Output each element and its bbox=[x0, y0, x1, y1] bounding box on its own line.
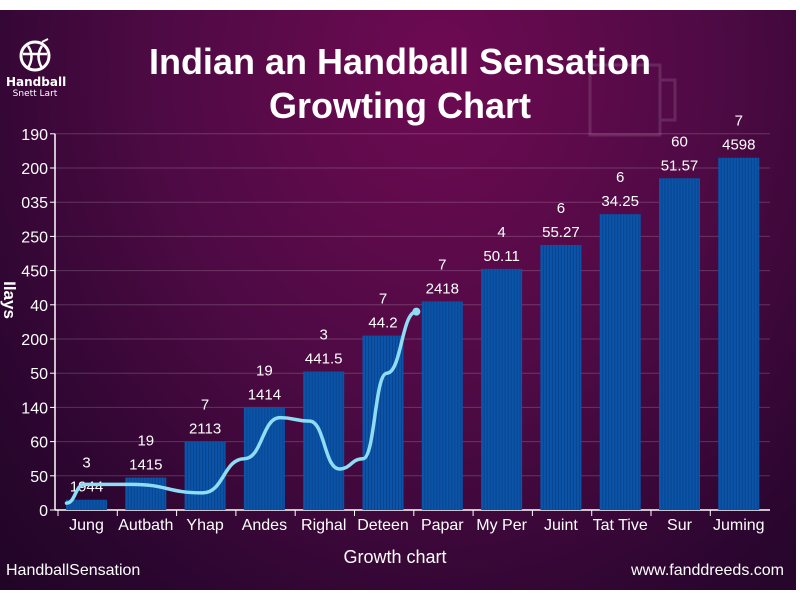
bar bbox=[481, 268, 523, 510]
top-label: 19 bbox=[256, 362, 273, 379]
y-tick-label: 250 bbox=[21, 229, 48, 246]
top-label: 6 bbox=[616, 169, 624, 186]
x-tick-label: Yhap bbox=[186, 517, 223, 534]
footer-url: www.fanddreeds.com bbox=[631, 562, 784, 579]
top-label: 60 bbox=[671, 133, 688, 150]
x-tick-label: Papar bbox=[421, 517, 464, 534]
bar bbox=[718, 157, 760, 511]
data-label: 441.5 bbox=[305, 350, 343, 367]
x-tick-label: Righal bbox=[301, 517, 346, 534]
data-label: 2113 bbox=[189, 421, 221, 438]
x-tick-label: Autbath bbox=[118, 517, 173, 534]
bar bbox=[66, 499, 107, 510]
x-tick-label: Sur bbox=[667, 517, 693, 534]
y-tick-label: 50 bbox=[30, 366, 48, 383]
x-tick-label: Deteen bbox=[357, 517, 409, 534]
bar bbox=[421, 301, 463, 510]
y-tick-label: 0 bbox=[39, 503, 48, 520]
y-tick-label: 40 bbox=[30, 298, 48, 315]
logo-line1: Handball bbox=[6, 75, 67, 89]
bar bbox=[184, 441, 226, 510]
data-label: 50.11 bbox=[483, 248, 519, 265]
data-label: 1414 bbox=[248, 386, 281, 403]
data-label: 51.57 bbox=[661, 157, 699, 174]
handball-logo-icon bbox=[19, 38, 51, 72]
y-tick-label: 140 bbox=[21, 400, 48, 417]
x-tick-label: Andes bbox=[242, 517, 287, 534]
logo-line2: Snett Lart bbox=[12, 89, 58, 99]
footer-brand: HandballSensation bbox=[6, 562, 141, 579]
top-label: 7 bbox=[201, 397, 209, 414]
top-label: 6 bbox=[557, 200, 565, 217]
x-tick-label: My Per bbox=[476, 517, 527, 534]
data-label: 34.25 bbox=[601, 193, 639, 210]
y-tick-label: 50 bbox=[30, 469, 48, 486]
data-label: 2418 bbox=[426, 280, 459, 297]
data-label: 55.27 bbox=[542, 224, 580, 241]
y-tick-label: 60 bbox=[30, 435, 48, 452]
top-label: 7 bbox=[735, 113, 743, 130]
x-tick-label: Juint bbox=[544, 517, 578, 534]
chart-title: Indian an Handball Sensation Growting Ch… bbox=[148, 41, 652, 126]
trend-arrow-head bbox=[412, 307, 421, 316]
top-label: 19 bbox=[137, 433, 154, 450]
y-tick-label: 035 bbox=[21, 195, 48, 212]
bar bbox=[540, 244, 582, 510]
data-label: 1415 bbox=[129, 457, 162, 474]
x-tick-label: Jung bbox=[69, 517, 104, 534]
y-tick-label: 200 bbox=[21, 161, 48, 178]
data-label: 4598 bbox=[722, 137, 755, 154]
bar bbox=[599, 214, 641, 511]
y-axis-label: Ilays bbox=[0, 281, 19, 319]
x-axis-label: Growth chart bbox=[343, 547, 446, 567]
x-tick-label: Tat Tive bbox=[593, 517, 648, 534]
chart-svg: 0 50 60 140 50 200 40 450 250 035 200 190 Ilays Jung 1… bbox=[0, 63, 770, 567]
trend-curve bbox=[64, 309, 419, 505]
y-tick-label: 450 bbox=[21, 264, 48, 281]
x-tick-label: Juming bbox=[713, 517, 765, 534]
top-label: 7 bbox=[379, 291, 387, 308]
top-label: 3 bbox=[82, 455, 90, 472]
y-tick-label: 190 bbox=[21, 127, 48, 144]
data-label: 44.2 bbox=[368, 315, 397, 332]
chart-panel: Handball Snett Lart Indian an Handball S… bbox=[0, 10, 796, 590]
top-label: 3 bbox=[320, 326, 328, 343]
mug-watermark-icon bbox=[588, 63, 677, 137]
y-tick-label: 200 bbox=[21, 332, 48, 349]
bar bbox=[659, 178, 700, 510]
logo: Handball Snett Lart bbox=[6, 38, 67, 99]
top-label: 7 bbox=[438, 256, 446, 273]
top-label: 4 bbox=[497, 224, 505, 241]
